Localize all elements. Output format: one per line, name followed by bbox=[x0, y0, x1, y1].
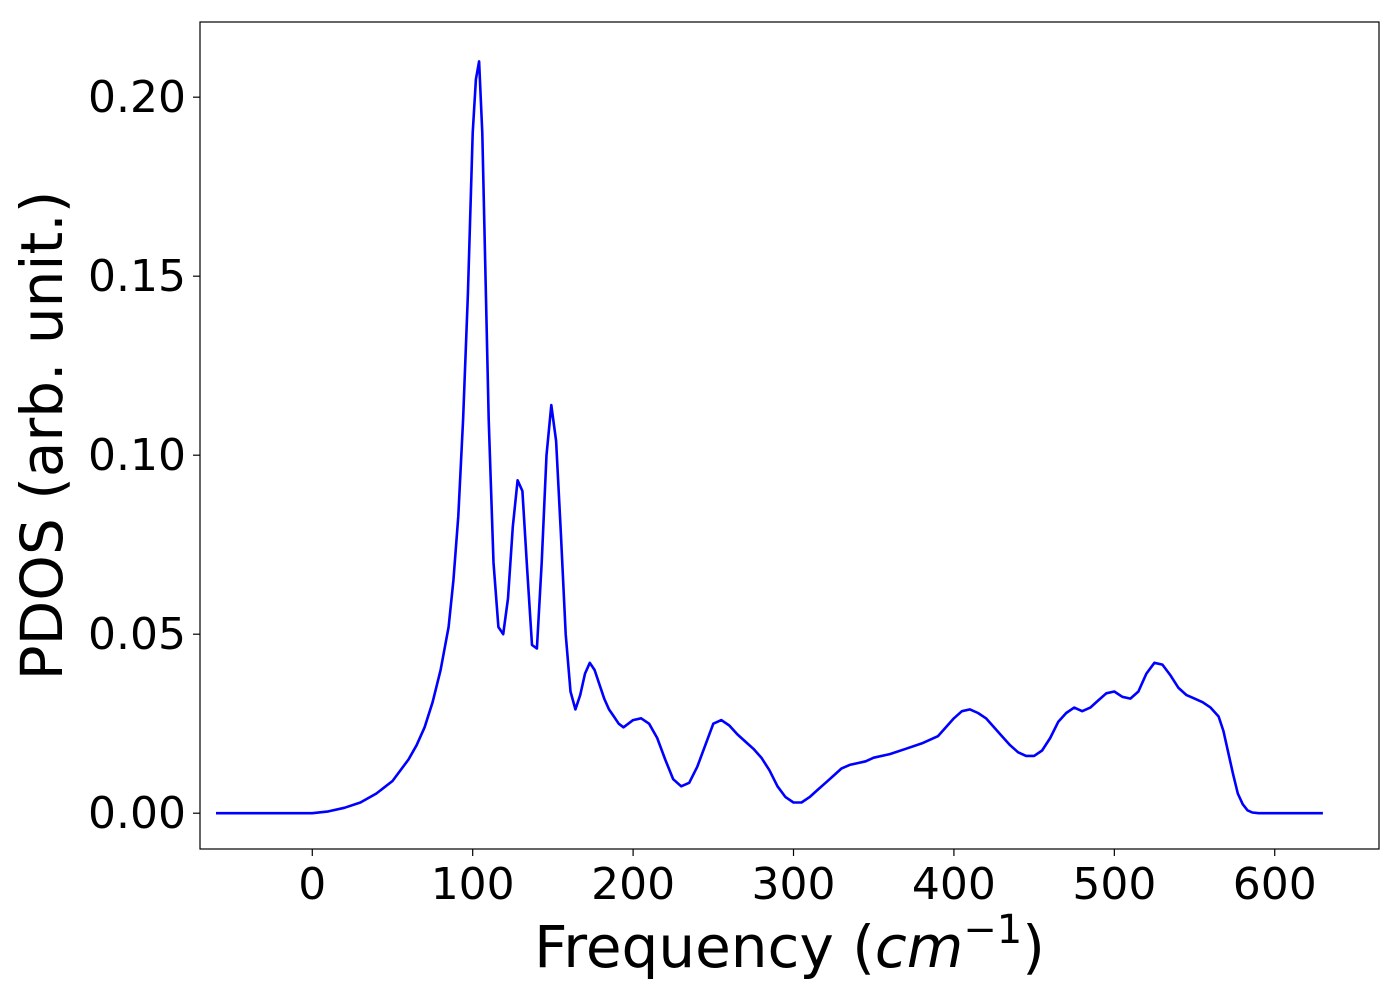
x-tick-label: 500 bbox=[1072, 859, 1156, 910]
y-axis-title: PDOS (arb. unit.) bbox=[8, 191, 76, 681]
x-axis-unit-exponent: −1 bbox=[963, 907, 1022, 953]
y-tick-label: 0.15 bbox=[88, 251, 186, 302]
x-axis-title: Frequency (cm−1) bbox=[534, 907, 1045, 981]
x-tick-label: 600 bbox=[1233, 859, 1317, 910]
x-axis-title-text: Frequency bbox=[534, 913, 834, 981]
plot-area-frame bbox=[199, 21, 1380, 850]
x-tick-label: 100 bbox=[431, 859, 515, 910]
x-tick-label: 200 bbox=[591, 859, 675, 910]
y-tick-label: 0.05 bbox=[88, 609, 186, 660]
y-tick-label: 0.10 bbox=[88, 430, 186, 481]
y-tick-label: 0.20 bbox=[88, 72, 186, 123]
x-axis-unit-base: cm bbox=[875, 913, 963, 981]
x-tick-label: 300 bbox=[752, 859, 836, 910]
x-tick-label: 0 bbox=[298, 859, 326, 910]
pdos-series-line bbox=[216, 60, 1323, 815]
x-tick-label: 400 bbox=[912, 859, 996, 910]
y-tick-label: 0.00 bbox=[88, 788, 186, 839]
